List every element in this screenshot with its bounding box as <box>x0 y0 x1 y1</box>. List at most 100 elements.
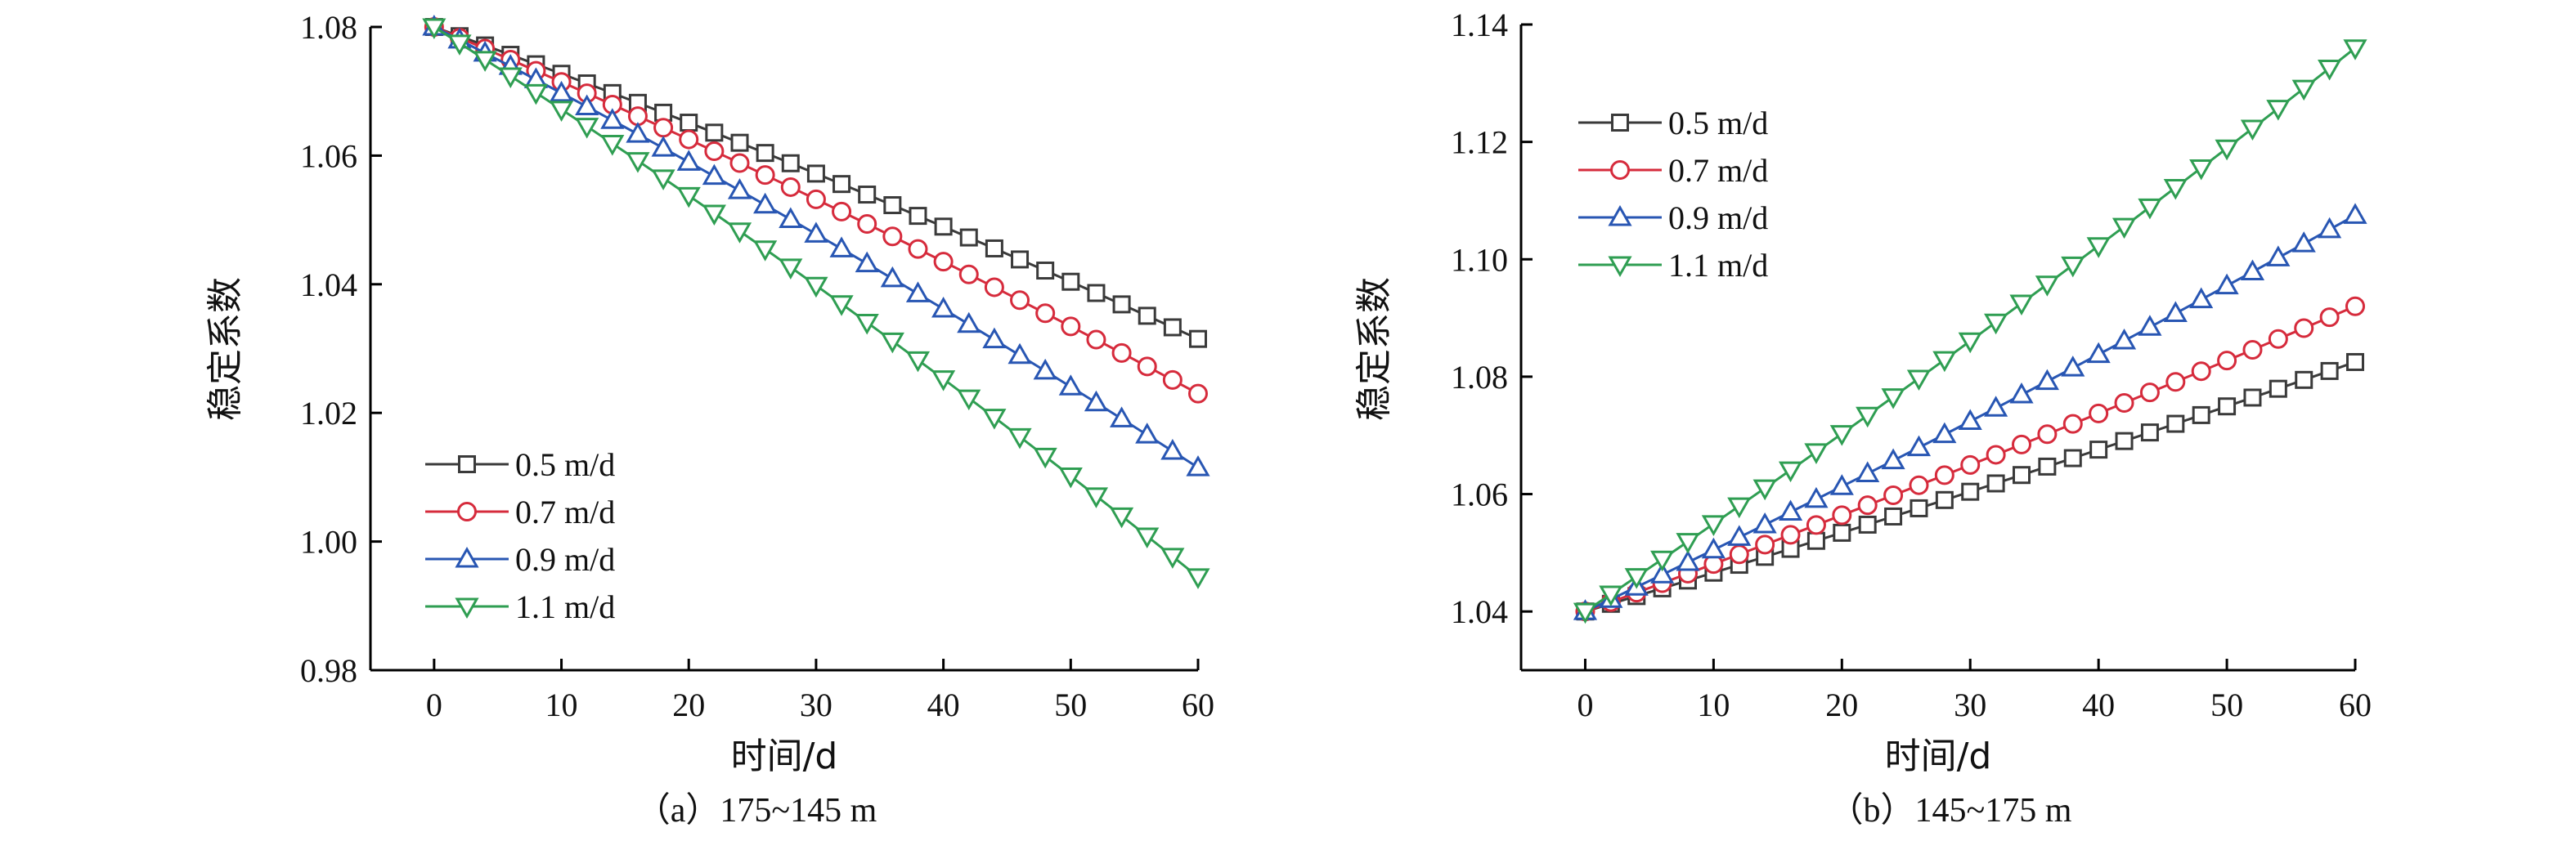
data-point <box>959 228 978 247</box>
data-point <box>626 122 650 143</box>
data-point <box>1984 313 2008 335</box>
data-point <box>1804 443 1829 464</box>
legend-marker <box>1608 204 1632 226</box>
y-tick-label: 1.10 <box>1451 241 1508 278</box>
x-tick-label: 0 <box>1577 687 1593 723</box>
data-point <box>2139 382 2160 403</box>
data-point <box>2291 79 2316 101</box>
data-point <box>1778 461 1803 483</box>
data-point <box>2035 275 2059 297</box>
y-tick-label: 1.08 <box>1451 359 1508 396</box>
x-tick-label: 10 <box>545 687 578 723</box>
legend-label: 0.9 m/d <box>515 541 615 578</box>
data-point <box>2215 273 2239 295</box>
legend-label: 0.9 m/d <box>1668 199 1768 236</box>
data-point <box>1906 369 1932 391</box>
data-point <box>1910 499 1928 517</box>
data-point <box>1961 482 1980 501</box>
data-point <box>2191 361 2211 382</box>
data-point <box>755 165 775 186</box>
data-point <box>1676 550 1700 571</box>
x-tick-label: 40 <box>927 687 960 723</box>
data-point <box>1958 332 1982 354</box>
data-point <box>1727 525 1752 546</box>
data-point <box>676 150 701 171</box>
data-point <box>2189 287 2214 309</box>
data-point <box>1806 515 1826 535</box>
data-point <box>1883 485 1904 505</box>
data-point <box>653 118 674 138</box>
data-point <box>2266 245 2291 266</box>
data-point <box>1624 568 1649 589</box>
data-point <box>1858 515 1877 534</box>
data-point <box>1804 486 1829 508</box>
data-point <box>1008 342 1032 365</box>
legend-item: 0.5 m/d <box>425 446 615 483</box>
legend-marker <box>1611 114 1629 132</box>
data-point <box>1010 290 1030 311</box>
x-tick-label: 50 <box>1054 687 1087 723</box>
data-point <box>985 239 1003 257</box>
x-tick-label: 40 <box>2082 687 2115 723</box>
legend-marker <box>1610 160 1630 180</box>
data-point <box>676 186 701 208</box>
data-point <box>2215 139 2239 161</box>
data-point <box>2112 328 2137 350</box>
data-point <box>447 34 472 56</box>
data-point <box>705 123 724 142</box>
data-point <box>984 277 1004 297</box>
data-point <box>704 141 725 161</box>
data-point <box>2166 414 2185 433</box>
data-point <box>1729 544 1749 565</box>
data-point <box>1035 303 1056 324</box>
x-tick-label: 60 <box>1182 687 1214 723</box>
data-point <box>1986 445 2006 465</box>
data-point <box>756 144 774 163</box>
data-point <box>1755 535 1775 555</box>
data-point <box>1162 369 1183 390</box>
data-point <box>679 129 699 150</box>
data-point <box>523 83 548 105</box>
data-point <box>2240 119 2265 141</box>
data-point <box>1061 316 1081 337</box>
data-point <box>1778 499 1803 521</box>
data-point <box>1011 250 1030 269</box>
data-point <box>1857 495 1878 516</box>
y-tick-label: 1.12 <box>1451 124 1508 161</box>
data-point <box>1186 455 1210 476</box>
data-point <box>1986 474 2005 493</box>
data-point <box>1829 474 1854 495</box>
data-point <box>1084 487 1109 508</box>
data-point <box>982 327 1007 349</box>
data-point <box>1189 329 1207 348</box>
data-point <box>1701 537 1726 559</box>
data-point <box>832 175 851 194</box>
data-point <box>600 108 625 129</box>
data-point <box>1958 409 1982 430</box>
data-point <box>1650 550 1675 572</box>
data-point <box>2061 256 2085 278</box>
series-1-1-m-d <box>422 18 1210 589</box>
y-tick-label: 1.08 <box>300 9 357 46</box>
data-point <box>1832 505 1852 526</box>
data-point <box>779 207 803 228</box>
x-tick-label: 50 <box>2210 687 2243 723</box>
series-line <box>433 25 1199 469</box>
y-axis-title: 稳定系数 <box>204 277 246 421</box>
data-point <box>1935 490 1954 509</box>
data-point <box>2343 39 2367 60</box>
data-point <box>1599 585 1623 607</box>
data-point <box>2189 159 2214 181</box>
data-point <box>2012 434 2031 454</box>
data-point <box>575 118 599 139</box>
data-point <box>651 136 675 157</box>
data-point <box>2240 259 2265 281</box>
panel-caption: （b）145~175 m <box>1829 792 2072 830</box>
data-point <box>2089 441 2108 459</box>
data-point <box>2318 217 2342 239</box>
data-point <box>1033 447 1057 469</box>
data-point <box>982 409 1007 430</box>
data-point <box>1573 602 1598 624</box>
data-point <box>908 239 928 259</box>
data-point <box>727 222 752 244</box>
